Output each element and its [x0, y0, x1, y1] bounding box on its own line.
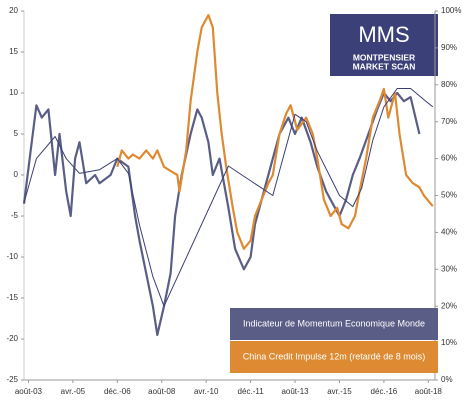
x-tick-label: avr.-15	[327, 387, 352, 396]
legend-box	[230, 341, 438, 373]
y-tick-label: -25	[6, 375, 18, 384]
y-tick-label: -5	[11, 211, 19, 220]
y2-tick-label: 70%	[441, 117, 457, 126]
y-tick-label: -20	[6, 334, 18, 343]
x-tick-label: août-13	[281, 387, 309, 396]
x-tick-label: août-03	[15, 387, 43, 396]
y2-tick-label: 60%	[441, 154, 457, 163]
x-tick-label: avr.-10	[194, 387, 219, 396]
y2-tick-label: 50%	[441, 191, 457, 200]
legend-label: Indicateur de Momentum Economique Monde	[243, 318, 425, 328]
y-tick-label: 0	[14, 170, 19, 179]
series-line	[23, 88, 434, 307]
series-line	[116, 14, 434, 250]
y2-tick-label: 80%	[441, 80, 457, 89]
y2-tick-label: 40%	[441, 228, 457, 237]
logo-line: MARKET SCAN	[353, 61, 416, 71]
legend-label: China Credit Impulse 12m (retardé de 8 m…	[243, 351, 426, 361]
x-tick-label: déc.-16	[371, 387, 398, 396]
y-tick-label: 20	[9, 6, 18, 15]
legend-box	[230, 308, 438, 340]
y2-tick-label: 10%	[441, 338, 457, 347]
y2-tick-label: 90%	[441, 43, 457, 52]
logo-line: MONTPENSIER	[353, 52, 415, 62]
series-line	[22, 91, 421, 336]
y-tick-label: -15	[6, 293, 18, 302]
y2-tick-label: 0%	[441, 375, 453, 384]
logo-box	[330, 14, 438, 76]
y-tick-label: 15	[9, 47, 18, 56]
x-tick-label: août-18	[415, 387, 443, 396]
y2-tick-label: 20%	[441, 301, 457, 310]
x-tick-label: août-08	[148, 387, 176, 396]
logo-title: MMS	[358, 22, 409, 47]
x-tick-label: déc.-11	[238, 387, 265, 396]
x-tick-label: avr.-05	[61, 387, 86, 396]
y2-tick-label: 100%	[441, 6, 461, 15]
x-tick-label: déc.-06	[104, 387, 131, 396]
y-tick-label: -10	[6, 252, 18, 261]
y-tick-label: 10	[9, 88, 18, 97]
y2-tick-label: 30%	[441, 264, 457, 273]
y-tick-label: 5	[14, 129, 19, 138]
